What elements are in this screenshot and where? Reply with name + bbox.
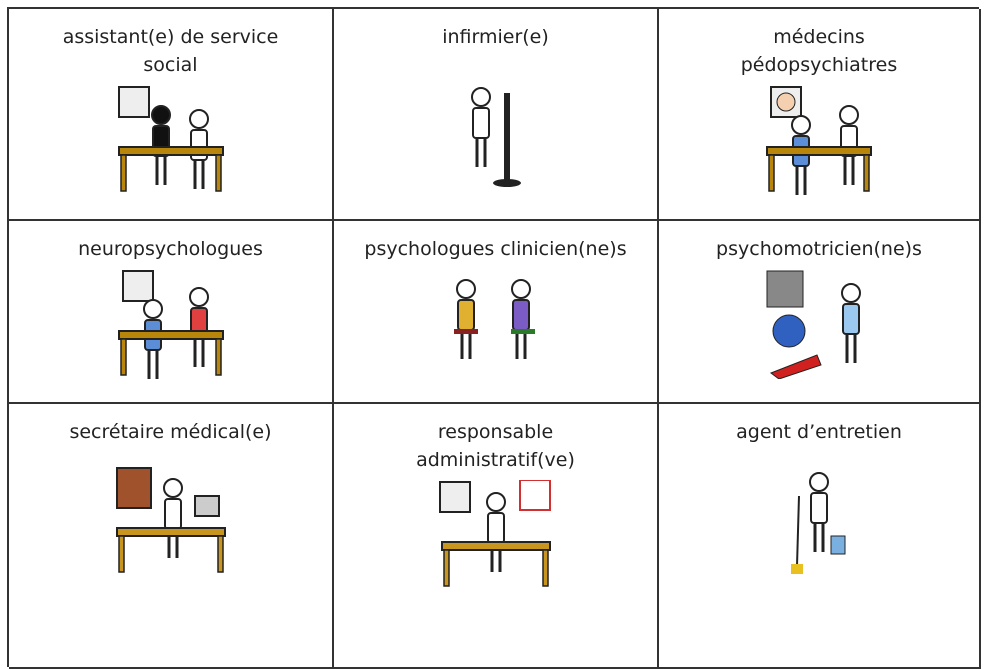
head [510, 279, 531, 299]
picture-frame [438, 481, 471, 513]
head [142, 299, 163, 319]
pictogram [766, 86, 872, 195]
head [791, 115, 811, 135]
desk-leg [442, 549, 450, 587]
pictogram [115, 467, 226, 573]
cell: médecins pédopsychiatres [659, 9, 981, 221]
ramp [769, 354, 822, 379]
head [188, 109, 209, 129]
cell: agent d’entretien [659, 404, 981, 669]
desk [766, 146, 872, 156]
body [456, 299, 475, 331]
desk-leg [119, 154, 127, 192]
cell-label: infirmier(e) [442, 26, 549, 48]
mop-head [791, 564, 803, 574]
body [810, 492, 828, 524]
head [841, 283, 861, 303]
pictogram [470, 87, 521, 187]
body: assistant(e) de service social infirmier… [7, 7, 981, 669]
pictogram [438, 480, 551, 587]
body [486, 512, 505, 544]
cell-label: psychomotricien(ne)s [716, 238, 922, 260]
head [809, 472, 829, 492]
cell: assistant(e) de service social [9, 9, 334, 221]
mop [796, 495, 800, 567]
pictogram [766, 270, 861, 379]
face [776, 92, 796, 112]
pictogram-table: assistant(e) de service social infirmier… [7, 7, 981, 669]
cell-label: neuropsychologues [78, 238, 263, 260]
cell-label: psychologues clinicien(ne)s [364, 238, 627, 260]
cell: psychomotricien(ne)s [659, 221, 981, 404]
body [471, 107, 490, 139]
desk-leg [117, 535, 125, 573]
board [115, 467, 152, 509]
monitor [193, 495, 220, 517]
cell: infirmier(e) [334, 9, 659, 221]
bucket [830, 535, 846, 555]
chair [453, 329, 478, 334]
pictogram [117, 270, 224, 379]
cell-label: secrétaire médical(e) [69, 421, 272, 443]
desk [115, 527, 226, 537]
stand [503, 93, 510, 183]
cell: psychologues clinicien(ne)s [334, 221, 659, 404]
desk-leg [863, 154, 870, 192]
body [163, 498, 182, 530]
cell: responsable administratif(ve) [334, 404, 659, 669]
desk-leg [119, 338, 127, 376]
cell-label: assistant(e) de service social [62, 26, 279, 76]
pictogram [117, 86, 224, 192]
chart [518, 480, 551, 511]
cell: neuropsychologues [9, 221, 334, 404]
head [470, 87, 491, 107]
desk-leg [541, 549, 549, 587]
head [485, 492, 506, 512]
head [162, 478, 183, 498]
chair [510, 329, 535, 334]
pictogram [791, 472, 846, 574]
body [842, 303, 860, 335]
ball [772, 314, 806, 348]
body [511, 299, 530, 331]
desk-leg [214, 154, 222, 192]
cell-label: responsable administratif(ve) [416, 421, 575, 471]
desk [117, 146, 224, 156]
desk-leg [768, 154, 775, 192]
page: Pictogrammes {"table": {"rows": [ ["assi… [7, 7, 981, 669]
shelf [766, 270, 804, 308]
cell-label: médecins pédopsychiatres [740, 26, 898, 76]
picture-frame [121, 270, 154, 302]
cell: secrétaire médical(e) [9, 404, 334, 669]
cell-label: agent d’entretien [736, 421, 902, 443]
head [455, 279, 476, 299]
head [839, 105, 859, 125]
pictogram [453, 279, 535, 359]
picture-frame [117, 86, 150, 118]
desk-leg [214, 338, 222, 376]
desk [117, 330, 224, 340]
desk-leg [216, 535, 224, 573]
head [150, 105, 171, 125]
base [492, 179, 521, 187]
desk [440, 541, 551, 551]
head [188, 287, 209, 307]
